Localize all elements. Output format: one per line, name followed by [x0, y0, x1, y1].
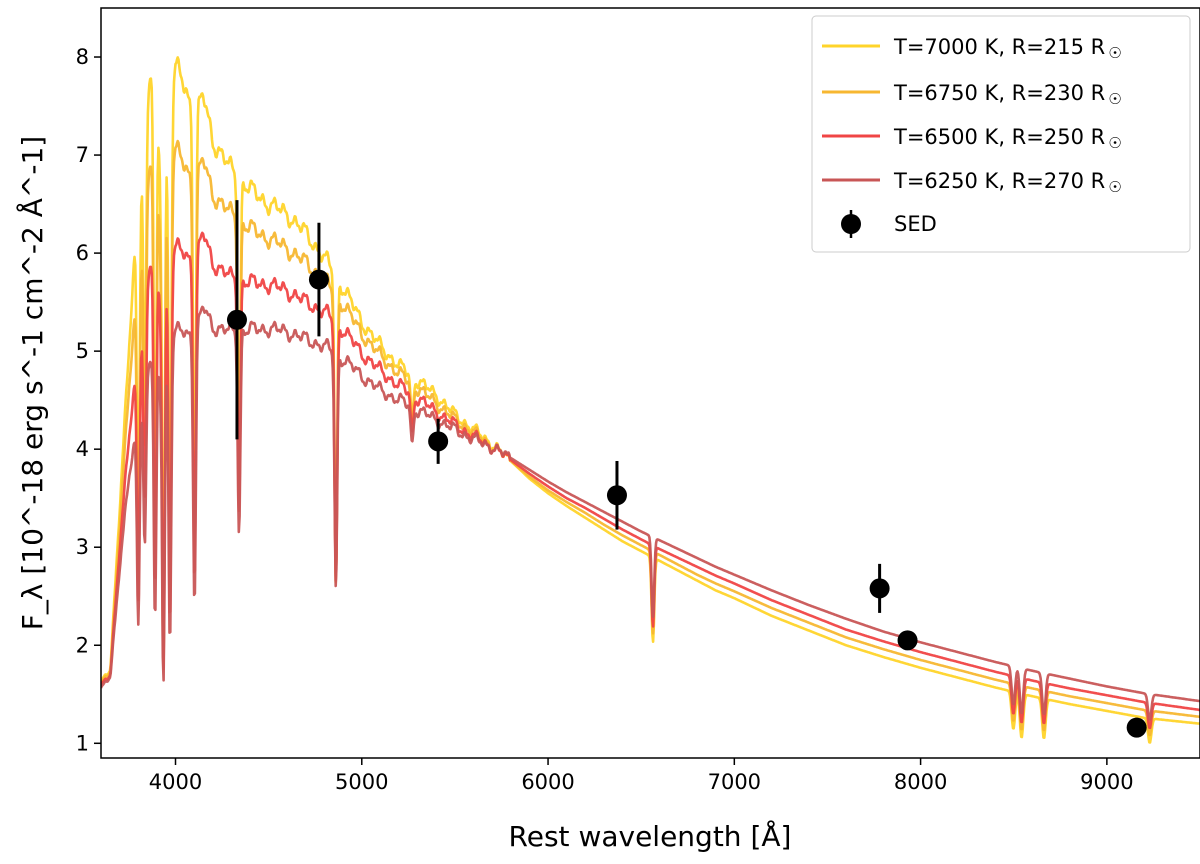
legend-label-t7000-symbol: ☉ — [1108, 44, 1121, 62]
sed-layer — [226, 200, 1147, 738]
legend-box — [811, 15, 1191, 253]
legend-label-t7000: T=7000 K, R=215 R ☉ — [893, 35, 1122, 62]
legend-label-t6750: T=6750 K, R=230 R ☉ — [893, 81, 1122, 108]
legend-label-t7000-main: T=7000 K, R=215 R — [893, 35, 1105, 59]
legend-label-t6500: T=6500 K, R=250 R ☉ — [893, 125, 1122, 152]
y-axis-label: F_λ [10^-18 erg s^-1 cm^-2 Å^-1] — [15, 136, 49, 630]
sed-point-4 — [869, 578, 890, 599]
legend-label-t6250-symbol: ☉ — [1108, 178, 1121, 196]
legend-label-t6750-symbol: ☉ — [1108, 90, 1121, 108]
y-tick-label-7: 7 — [76, 143, 89, 167]
x-tick-label-6000: 6000 — [521, 770, 574, 794]
legend-label-t6500-symbol: ☉ — [1108, 134, 1121, 152]
legend-label-sed: SED — [894, 212, 937, 236]
y-axis-label-text: F_λ [10^-18 erg s^-1 cm^-2 Å^-1] — [15, 136, 49, 630]
y-tick-label-1: 1 — [76, 731, 89, 755]
ticks-layer: 4000 5000 6000 7000 8000 9000 1 2 3 4 5 6 7 8 — [76, 45, 1134, 794]
y-tick-label-8: 8 — [76, 45, 89, 69]
series-line-3 — [101, 305, 1200, 721]
x-tick-label-7000: 7000 — [708, 770, 761, 794]
sed-point-5 — [897, 630, 918, 651]
x-axis-label: Rest wavelength [Å] — [509, 819, 792, 853]
y-tick-label-4: 4 — [76, 437, 89, 461]
y-tick-label-6: 6 — [76, 241, 89, 265]
x-tick-label-4000: 4000 — [149, 770, 202, 794]
sed-point-0 — [226, 309, 247, 330]
legend-label-t6500-main: T=6500 K, R=250 R — [893, 125, 1105, 149]
legend-sed-marker — [841, 214, 861, 234]
sed-point-6 — [1126, 717, 1147, 738]
sed-point-2 — [428, 431, 449, 452]
legend-label-t6250: T=6250 K, R=270 R ☉ — [893, 169, 1122, 196]
legend-label-t6750-main: T=6750 K, R=230 R — [893, 81, 1105, 105]
legend-label-t6250-main: T=6250 K, R=270 R — [893, 169, 1105, 193]
y-tick-label-3: 3 — [76, 535, 89, 559]
x-tick-label-9000: 9000 — [1080, 770, 1133, 794]
y-tick-label-2: 2 — [76, 633, 89, 657]
plot-frame — [100, 7, 1200, 759]
series-layer — [101, 56, 1200, 744]
legend: T=7000 K, R=215 R ☉ T=6750 K, R=230 R ☉ T=… — [811, 15, 1191, 253]
sed-point-1 — [308, 269, 329, 290]
x-axis-label-text: Rest wavelength [Å] — [509, 819, 792, 853]
sed-point-3 — [606, 485, 627, 506]
y-tick-label-5: 5 — [76, 339, 89, 363]
x-tick-label-8000: 8000 — [894, 770, 947, 794]
x-tick-label-5000: 5000 — [335, 770, 388, 794]
